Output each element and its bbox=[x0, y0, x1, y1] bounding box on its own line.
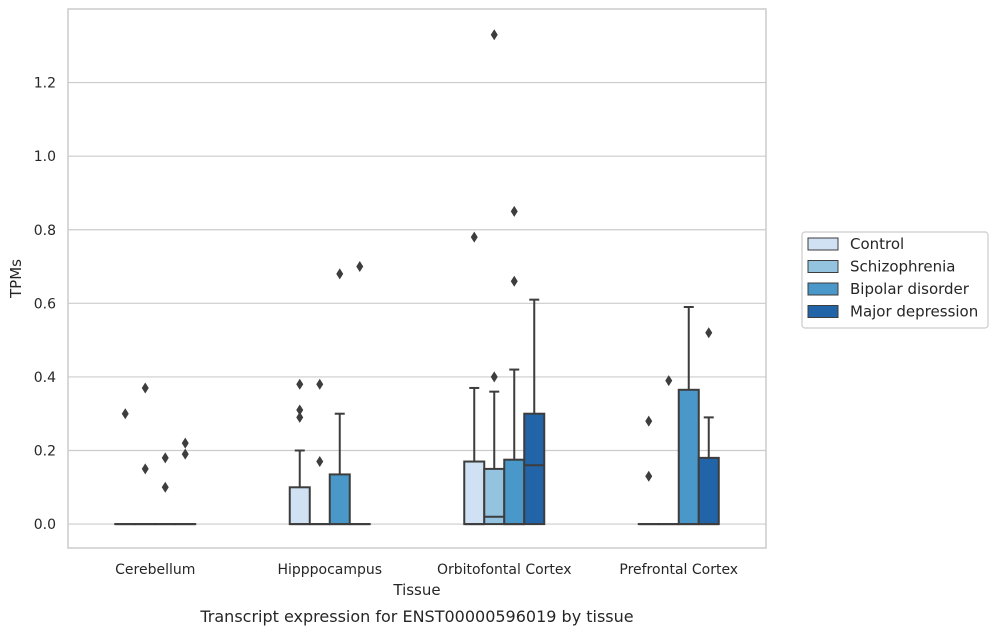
outlier-point bbox=[645, 470, 653, 482]
x-axis-ticks: Cerebellum Hipppocampus Orbitofontal Corte… bbox=[115, 562, 738, 578]
legend-frame bbox=[801, 231, 989, 329]
y-tick-label: 1.0 bbox=[34, 149, 56, 165]
outlier-point bbox=[296, 404, 304, 416]
outlier-point bbox=[121, 408, 129, 420]
chart-caption: Transcript expression for ENST0000059601… bbox=[199, 607, 633, 626]
outlier-point bbox=[161, 452, 169, 464]
box-group bbox=[523, 298, 546, 526]
outlier-point bbox=[336, 268, 344, 280]
y-axis-ticks: 0.0 0.2 0.4 0.6 0.8 1.0 1.2 bbox=[34, 76, 56, 534]
y-tick-label: 0.4 bbox=[34, 370, 56, 386]
outlier-point bbox=[296, 411, 304, 423]
box-plot-series bbox=[114, 298, 720, 526]
legend-swatch bbox=[807, 260, 839, 273]
box-group bbox=[503, 368, 526, 526]
gridlines bbox=[68, 81, 766, 525]
box bbox=[677, 388, 700, 526]
outlier-point bbox=[141, 463, 149, 475]
y-tick-label: 0.0 bbox=[34, 517, 56, 533]
outlier-point bbox=[316, 456, 324, 468]
legend-label: Schizophrenia bbox=[850, 258, 955, 276]
outlier-point bbox=[296, 378, 304, 390]
y-tick-label: 0.2 bbox=[34, 444, 56, 460]
outlier-point bbox=[161, 481, 169, 493]
box-group bbox=[677, 306, 700, 526]
y-tick-label: 1.2 bbox=[34, 76, 56, 92]
outlier-point bbox=[181, 437, 189, 449]
box-group bbox=[463, 386, 486, 526]
outlier-point bbox=[665, 375, 673, 387]
legend: Control Schizophrenia Bipolar disorder Majo… bbox=[801, 231, 989, 329]
legend-swatch bbox=[807, 305, 839, 318]
legend-swatch bbox=[807, 237, 839, 251]
outlier-point bbox=[490, 29, 498, 41]
x-tick-label: Hipppocampus bbox=[277, 562, 382, 578]
box bbox=[328, 473, 351, 526]
y-tick-label: 0.8 bbox=[34, 223, 56, 239]
y-axis-title: TPMs bbox=[7, 259, 25, 299]
outlier-point bbox=[510, 205, 518, 217]
outlier-point bbox=[645, 415, 653, 427]
outlier-points bbox=[121, 29, 713, 493]
box-group bbox=[697, 416, 720, 526]
plot-frame bbox=[67, 8, 767, 549]
outlier-point bbox=[490, 371, 498, 383]
legend-label: Bipolar disorder bbox=[850, 280, 970, 298]
box bbox=[503, 458, 526, 526]
outlier-point bbox=[356, 261, 364, 273]
x-axis-title: Tissue bbox=[392, 581, 440, 599]
x-tick-label: Orbitofontal Cortex bbox=[437, 562, 572, 578]
outlier-point bbox=[181, 448, 189, 460]
outlier-point bbox=[510, 275, 518, 287]
box-group bbox=[328, 412, 351, 526]
x-tick-label: Cerebellum bbox=[115, 562, 195, 578]
box bbox=[697, 456, 720, 526]
outlier-point bbox=[141, 382, 149, 394]
outlier-point bbox=[705, 327, 713, 339]
y-tick-label: 0.6 bbox=[34, 296, 56, 312]
box-group bbox=[288, 449, 311, 526]
box bbox=[288, 486, 311, 526]
box-group bbox=[483, 390, 506, 526]
box bbox=[463, 460, 486, 526]
outlier-point bbox=[470, 231, 478, 243]
legend-label: Control bbox=[850, 235, 904, 253]
outlier-point bbox=[316, 378, 324, 390]
legend-label: Major depression bbox=[850, 303, 978, 321]
legend-swatch bbox=[807, 282, 839, 296]
x-tick-label: Prefrontal Cortex bbox=[619, 562, 738, 578]
box bbox=[523, 412, 546, 526]
